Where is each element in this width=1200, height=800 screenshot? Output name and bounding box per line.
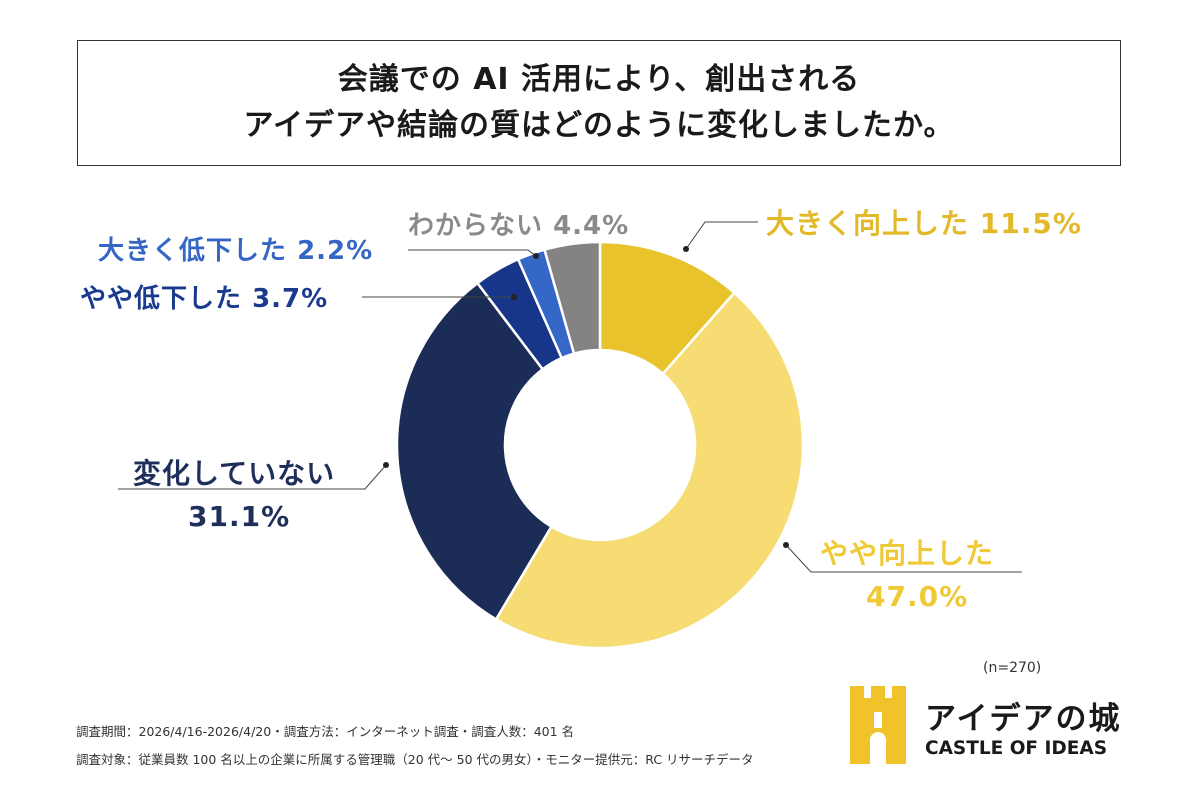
slice-slight-improve — [494, 291, 805, 650]
leader-dot-large-improve — [683, 246, 689, 252]
leader-dot-large-decline — [533, 253, 539, 259]
label-slight-decline: やや低下した 3.7% — [80, 284, 329, 314]
label-no-change: 変化していない — [133, 457, 336, 490]
leader-line-large-improve — [685, 221, 758, 250]
leader-dot-slight-improve — [783, 542, 789, 548]
label-slight-improve: やや向上した — [820, 537, 995, 570]
value-slight-improve: 47.0% — [866, 580, 969, 613]
leader-dot-no-change — [383, 462, 389, 468]
title-box: 会議での AI 活用により、創出される アイデアや結論の質はどのように変化しまし… — [77, 40, 1121, 166]
label-large-improve: 大きく向上した 11.5% — [766, 207, 1082, 240]
leader-line-large-decline — [408, 249, 537, 257]
survey-note-1: 調査期間：2026/4/16-2026/4/20・調査方法：インターネット調査・… — [76, 724, 575, 739]
survey-note-2: 調査対象：従業員数 100 名以上の企業に所属する管理職（20 代〜 50 代の… — [76, 752, 754, 767]
leader-dot-slight-decline — [511, 294, 517, 300]
title-line-1: 会議での AI 活用により、創出される — [337, 62, 861, 97]
logo-name-jp: アイデアの城 — [925, 701, 1122, 737]
logo-name-en: CASTLE OF IDEAS — [925, 738, 1108, 759]
label-large-decline: 大きく低下した 2.2% — [98, 236, 374, 266]
leader-line-slight-improve — [785, 544, 1022, 573]
leader-line-no-change — [118, 464, 387, 490]
slice-dont-know — [542, 240, 602, 356]
value-no-change: 31.1% — [188, 500, 291, 533]
slice-no-change — [395, 281, 554, 622]
sample-size: (n=270) — [983, 660, 1042, 676]
title-line-2: アイデアや結論の質はどのように変化しましたか。 — [243, 108, 955, 143]
castle-icon — [850, 686, 906, 764]
label-dont-know: わからない 4.4% — [408, 211, 630, 241]
